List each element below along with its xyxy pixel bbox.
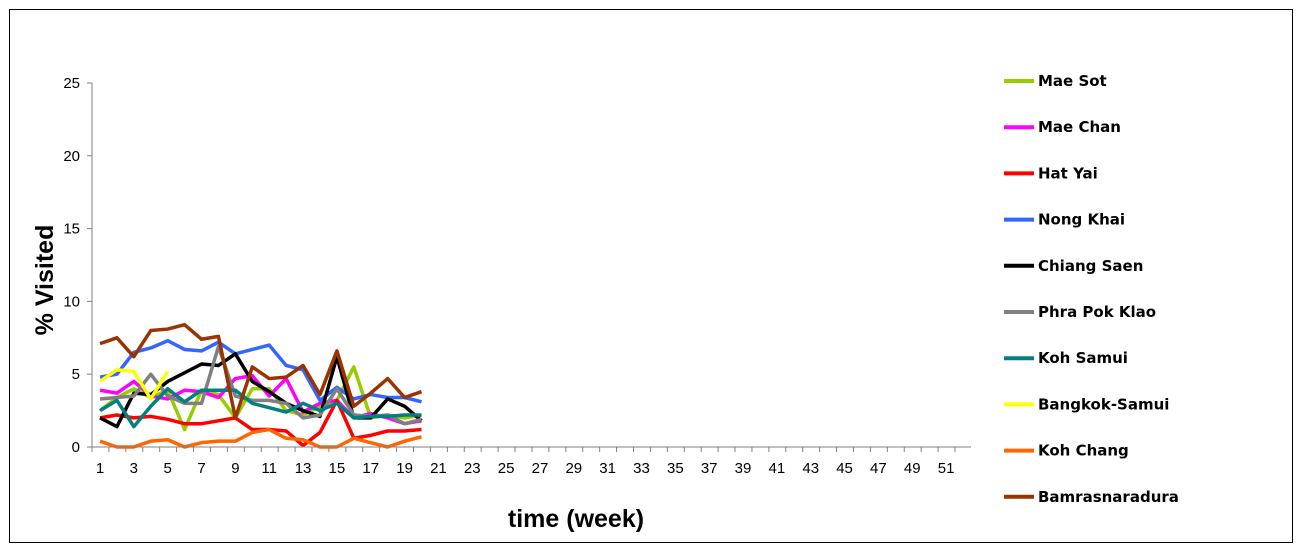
legend-label-7: Koh Samui [1038, 349, 1128, 367]
x-tick-label: 17 [362, 460, 379, 477]
legend-label-5: Chiang Saen [1038, 257, 1143, 275]
x-axis-title: time (week) [508, 505, 644, 533]
legend-label-4: Nong Khai [1038, 211, 1125, 229]
x-tick-label: 35 [667, 460, 684, 477]
series-line-8 [99, 368, 170, 401]
y-axis-title: % Visited [31, 225, 59, 336]
x-tick-label: 3 [130, 460, 138, 477]
x-tick-label: 33 [633, 460, 650, 477]
x-tick-label: 1 [96, 460, 104, 477]
x-tick-label: 49 [904, 460, 921, 477]
legend-label-1: Mae Sot [1038, 72, 1107, 90]
y-tick-label: 5 [72, 366, 80, 383]
legend-label-3: Hat Yai [1038, 164, 1098, 182]
y-tick-label: 20 [63, 148, 80, 165]
x-tick-label: 43 [802, 460, 819, 477]
axes [87, 82, 971, 452]
legend-label-8: Bangkok-Samui [1038, 395, 1169, 413]
x-tick-label: 9 [231, 460, 239, 477]
legend-label-10: Bamrasnaradura [1038, 488, 1179, 506]
chart-area: 0 5 10 15 20 25 1 3 5 7 9 11 13 15 17 19 21 23 25 27 29 31 33 3… [9, 9, 1293, 543]
legend-label-6: Phra Pok Klao [1038, 303, 1156, 321]
plot-area [98, 322, 423, 449]
x-tick-label: 51 [938, 460, 955, 477]
legend-label-2: Mae Chan [1038, 118, 1121, 136]
y-tick-label: 25 [63, 75, 80, 92]
series-line-10 [99, 322, 423, 420]
x-tick-label: 19 [396, 460, 413, 477]
x-tick-label: 39 [735, 460, 752, 477]
series-line-9 [99, 427, 422, 449]
x-tick-label: 25 [498, 460, 515, 477]
x-tick-label: 21 [430, 460, 447, 477]
x-tick-label: 31 [599, 460, 616, 477]
series-line-7 [99, 387, 422, 429]
x-tick-label: 13 [295, 460, 312, 477]
legend-label-9: Koh Chang [1038, 442, 1129, 460]
x-tick-label: 7 [197, 460, 205, 477]
x-tick-label: 45 [836, 460, 853, 477]
x-tick-label: 27 [532, 460, 549, 477]
x-tick-label: 23 [464, 460, 481, 477]
x-tick-label: 29 [565, 460, 582, 477]
x-tick-label: 37 [701, 460, 718, 477]
x-tick-label: 5 [164, 460, 172, 477]
legend: Mae Sot Mae Chan Hat Yai Nong Khai Chiang Sa… [1004, 72, 1179, 506]
y-tick-label: 10 [63, 293, 80, 310]
y-tick-label: 0 [72, 439, 80, 456]
x-tick-label: 47 [870, 460, 887, 477]
y-tick-label: 15 [63, 221, 80, 238]
x-tick-label: 15 [329, 460, 346, 477]
x-tick-label: 41 [769, 460, 786, 477]
x-tick-label: 11 [261, 460, 277, 477]
